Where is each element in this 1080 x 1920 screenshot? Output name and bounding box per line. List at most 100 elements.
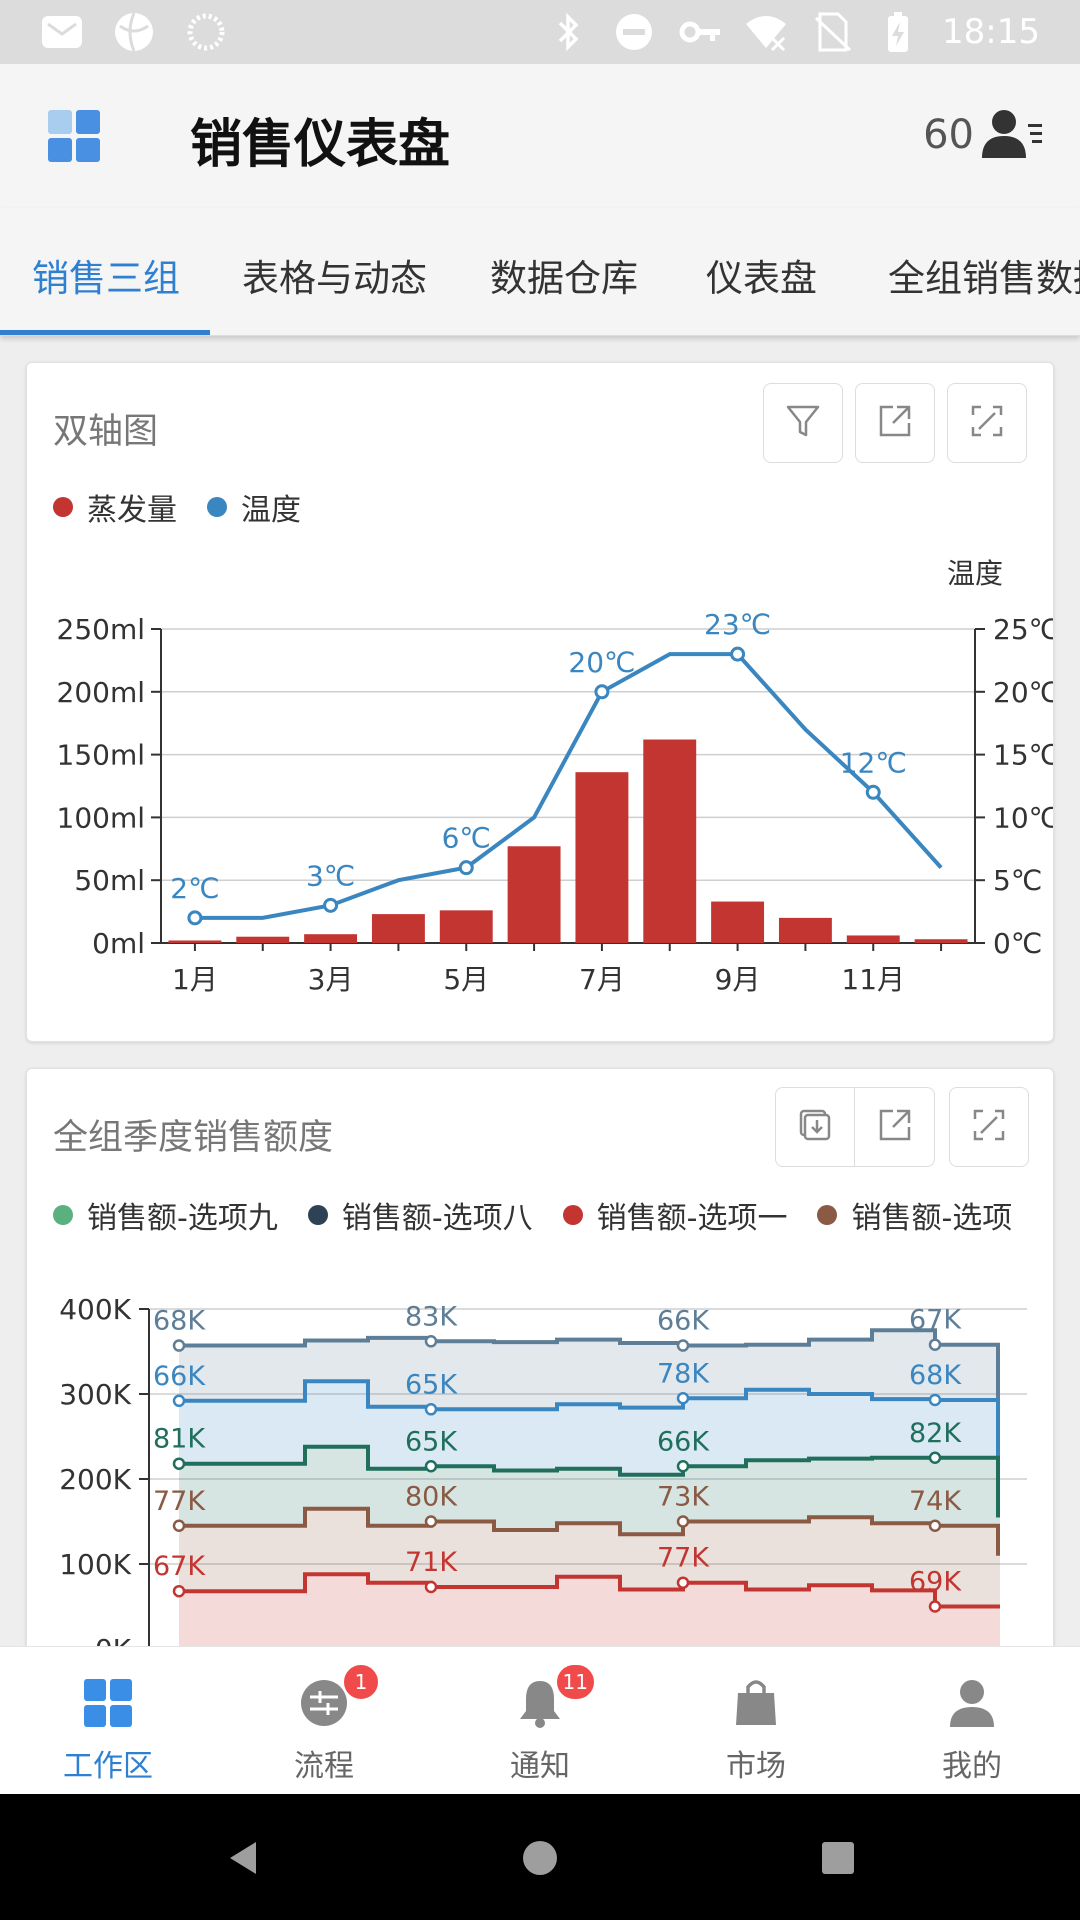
nav-label: 工作区 xyxy=(63,1749,153,1784)
y-left-tick-label: 0ml xyxy=(92,927,145,960)
card-title: 全组季度销售额度 xyxy=(53,1118,334,1158)
x-tick-label: 5月 xyxy=(443,963,489,996)
tab-all-group-sales[interactable]: 全组销售数据 xyxy=(888,257,1080,300)
bar-evaporation xyxy=(304,934,358,943)
bar-evaporation xyxy=(236,936,290,943)
legend-item-temperature[interactable]: 温度 xyxy=(207,485,301,529)
legend-marker xyxy=(53,497,73,517)
do-not-disturb-icon xyxy=(612,10,656,54)
fullscreen-button[interactable] xyxy=(947,383,1027,463)
series-point xyxy=(676,1392,690,1405)
series-point xyxy=(928,1600,942,1613)
x-tick-label: 11月 xyxy=(841,963,905,996)
series-line xyxy=(179,1379,1000,1473)
y-right-tick-label: 5℃ xyxy=(993,864,1042,897)
chart-legend: 蒸发量 温度 xyxy=(53,485,331,529)
tab-data-warehouse[interactable]: 数据仓库 xyxy=(490,257,638,300)
line-point xyxy=(730,646,746,662)
line-point xyxy=(458,860,474,876)
legend-item-option-9[interactable]: 销售额-选项九 xyxy=(53,1193,278,1237)
open-external-button[interactable] xyxy=(855,383,935,463)
data-label: 6℃ xyxy=(442,822,491,855)
dashboard-grid-icon[interactable] xyxy=(48,110,100,162)
filter-icon xyxy=(785,403,821,443)
user-list-icon[interactable] xyxy=(982,106,1046,166)
wifi-off-icon xyxy=(744,10,788,54)
battery-charging-icon xyxy=(876,10,920,54)
series-point xyxy=(676,1515,690,1528)
legend-marker xyxy=(53,1205,73,1225)
external-link-icon xyxy=(877,1107,913,1147)
series-line xyxy=(179,1444,1000,1518)
mail-icon xyxy=(40,10,84,54)
fullscreen-button[interactable] xyxy=(949,1087,1029,1167)
nav-label: 通知 xyxy=(510,1749,570,1784)
bar-evaporation xyxy=(575,772,629,943)
legend-label: 温度 xyxy=(241,493,301,528)
bar-evaporation xyxy=(643,739,697,943)
expand-icon xyxy=(971,1107,1007,1147)
x-tick-label: 7月 xyxy=(579,963,625,996)
dual-axis-chart-card: 双轴图 蒸发量 温度 0ml 50ml 100ml 150ml 200ml 250ml 0℃… xyxy=(26,362,1054,1042)
data-label: 20℃ xyxy=(568,646,635,679)
filter-button[interactable] xyxy=(763,383,843,463)
download-button[interactable] xyxy=(775,1087,855,1167)
recents-icon[interactable] xyxy=(822,1842,854,1878)
series-point xyxy=(172,1457,186,1470)
tab-dashboard[interactable]: 仪表盘 xyxy=(706,257,817,300)
data-label: 74K xyxy=(909,1486,962,1517)
legend-item-option-1[interactable]: 销售额-选项一 xyxy=(562,1193,787,1237)
bell-icon: 11 xyxy=(514,1663,596,1729)
nav-notifications[interactable]: 11 通知 xyxy=(432,1647,648,1795)
series-point xyxy=(424,1515,438,1528)
status-time: 18:15 xyxy=(942,12,1040,52)
back-icon[interactable] xyxy=(224,1838,260,1882)
data-label: 66K xyxy=(657,1426,710,1457)
tab-sales-group-3[interactable]: 销售三组 xyxy=(32,257,180,300)
nav-profile[interactable]: 我的 xyxy=(864,1647,1080,1795)
legend-marker xyxy=(817,1205,838,1225)
line-point xyxy=(865,784,881,800)
notification-badge: 1 xyxy=(342,1663,380,1701)
data-label: 77K xyxy=(657,1543,710,1574)
series-line xyxy=(179,1506,1000,1556)
series-point xyxy=(676,1339,690,1352)
quarterly-sales-chart-card: 全组季度销售额度 销售额-选项九 销售额-选项八 销售额-选项一 销售额-选项 xyxy=(26,1068,1054,1688)
loading-icon xyxy=(184,10,228,54)
series-point xyxy=(172,1584,186,1598)
data-label: 12℃ xyxy=(840,746,907,779)
y-left-tick-label: 250ml xyxy=(57,613,146,646)
series-point xyxy=(424,1403,438,1416)
area-band xyxy=(179,1330,1000,1471)
area-band xyxy=(179,1574,1000,1649)
legend-item-option-x[interactable]: 销售额-选项 xyxy=(817,1193,1012,1237)
y-left-tick-label: 150ml xyxy=(57,739,146,772)
expand-icon xyxy=(969,403,1005,443)
nav-market[interactable]: 市场 xyxy=(648,1647,864,1795)
series-point xyxy=(928,1519,942,1532)
data-label: 83K xyxy=(405,1301,458,1332)
download-icon xyxy=(797,1107,833,1147)
y-right-axis-title: 温度 xyxy=(947,557,1003,590)
home-icon[interactable] xyxy=(522,1840,558,1880)
area-band xyxy=(179,1446,1000,1554)
data-label: 68K xyxy=(153,1306,206,1337)
line-point xyxy=(323,897,339,913)
data-label: 67K xyxy=(909,1305,962,1336)
status-bar: 18:15 xyxy=(0,0,1080,64)
system-navigation-bar xyxy=(0,1794,1080,1920)
nav-workflow[interactable]: 1 流程 xyxy=(216,1647,432,1795)
nav-workspace[interactable]: 工作区 xyxy=(0,1647,216,1795)
tab-tables-and-activity[interactable]: 表格与动态 xyxy=(242,257,427,300)
line-point xyxy=(594,684,610,700)
x-tick-label: 3月 xyxy=(308,963,354,996)
legend-item-option-8[interactable]: 销售额-选项八 xyxy=(307,1193,533,1237)
legend-marker xyxy=(307,1205,328,1225)
legend-item-evaporation[interactable]: 蒸发量 xyxy=(53,485,177,529)
x-tick-label: 1月 xyxy=(172,963,218,996)
active-tab-indicator xyxy=(0,330,210,335)
y-right-tick-label: 15℃ xyxy=(993,739,1054,772)
bar-evaporation xyxy=(711,901,765,943)
open-external-button[interactable] xyxy=(855,1087,935,1167)
series-point xyxy=(172,1394,186,1408)
